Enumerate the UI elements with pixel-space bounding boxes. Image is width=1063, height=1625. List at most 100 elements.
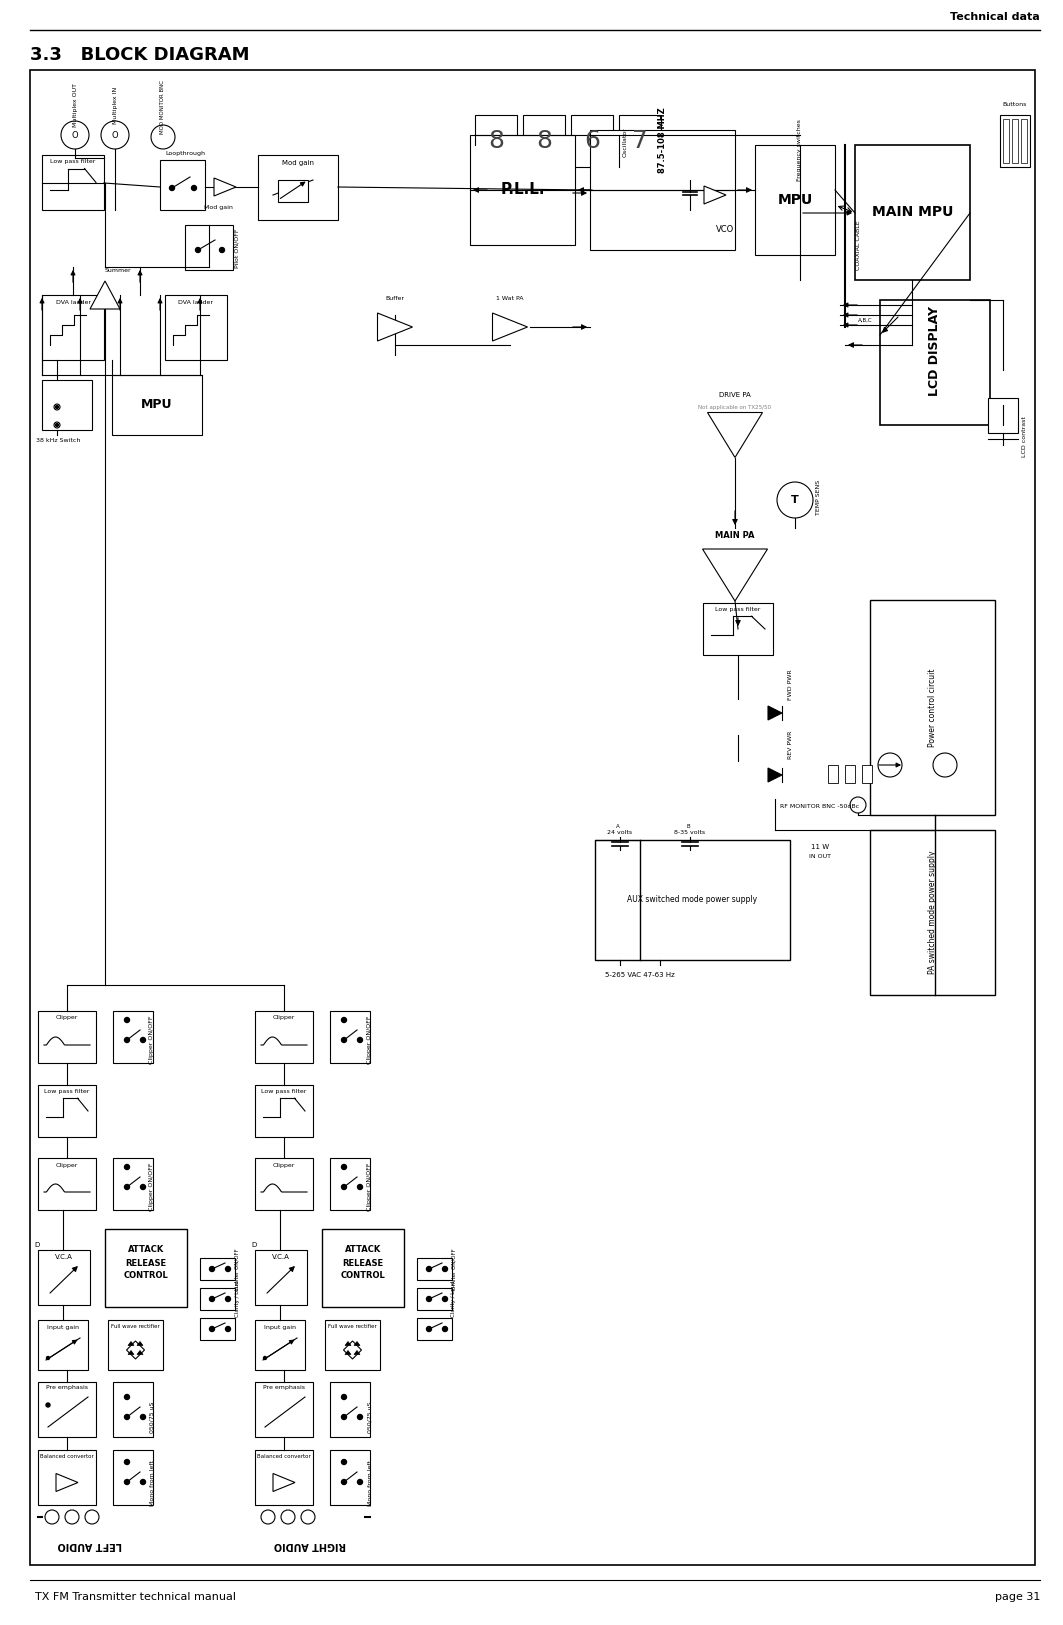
Text: Low pass filter: Low pass filter <box>261 1089 307 1094</box>
Text: IN OUT: IN OUT <box>809 855 831 860</box>
Text: Limiter ON/OFF: Limiter ON/OFF <box>452 1248 456 1290</box>
Text: PA switched mode power supply: PA switched mode power supply <box>928 852 937 975</box>
Bar <box>165 296 227 361</box>
Circle shape <box>281 1510 296 1524</box>
Polygon shape <box>137 1350 144 1355</box>
Circle shape <box>357 1414 362 1420</box>
Text: Low pass filter: Low pass filter <box>45 1089 89 1094</box>
Circle shape <box>426 1297 432 1302</box>
Circle shape <box>442 1266 448 1271</box>
Bar <box>417 1318 452 1341</box>
Polygon shape <box>214 179 236 197</box>
Bar <box>475 115 517 167</box>
Polygon shape <box>126 1341 145 1358</box>
Circle shape <box>140 1185 146 1190</box>
Circle shape <box>124 1394 130 1399</box>
Bar <box>330 1011 370 1063</box>
Text: Power control circuit: Power control circuit <box>928 668 937 748</box>
Circle shape <box>140 1037 146 1043</box>
Polygon shape <box>708 413 762 458</box>
Text: LEFT AUDIO: LEFT AUDIO <box>57 1540 122 1550</box>
Circle shape <box>169 185 174 190</box>
Text: V.C.A: V.C.A <box>272 1254 290 1259</box>
Text: Multiplex IN: Multiplex IN <box>113 86 118 124</box>
Bar <box>113 1011 153 1063</box>
Bar <box>619 115 661 167</box>
Text: Full wave rectifier: Full wave rectifier <box>112 1324 159 1329</box>
Bar <box>417 1258 452 1280</box>
Text: Buffer: Buffer <box>386 296 405 302</box>
Text: Input gain: Input gain <box>264 1324 296 1329</box>
Text: 24 volts: 24 volts <box>607 829 632 835</box>
Circle shape <box>209 1297 215 1302</box>
Bar <box>703 603 773 655</box>
Text: COAXIAL CABLE: COAXIAL CABLE <box>856 219 861 270</box>
Circle shape <box>225 1326 231 1331</box>
Text: Oscillator: Oscillator <box>623 127 627 158</box>
Polygon shape <box>345 1342 351 1346</box>
Bar <box>571 115 613 167</box>
Text: D: D <box>251 1242 256 1248</box>
Circle shape <box>191 185 197 190</box>
Circle shape <box>341 1459 347 1464</box>
Circle shape <box>209 1266 215 1271</box>
Text: 050/75 uS: 050/75 uS <box>368 1401 372 1433</box>
Circle shape <box>878 752 902 777</box>
Text: O: O <box>112 130 118 140</box>
Circle shape <box>357 1479 362 1485</box>
Text: 7: 7 <box>632 128 648 153</box>
Polygon shape <box>137 1342 144 1346</box>
Circle shape <box>140 1479 146 1485</box>
Text: 11 W: 11 W <box>811 843 829 850</box>
Bar <box>322 1228 404 1306</box>
Circle shape <box>151 125 175 150</box>
Text: Clipper: Clipper <box>273 1162 296 1167</box>
Circle shape <box>209 1326 215 1331</box>
Circle shape <box>341 1479 347 1485</box>
Bar <box>880 301 990 426</box>
Text: 1 Wat PA: 1 Wat PA <box>496 296 524 302</box>
Bar <box>470 135 575 245</box>
Bar <box>43 380 92 431</box>
Bar <box>200 1318 235 1341</box>
Bar <box>38 1086 96 1137</box>
Bar <box>200 1258 235 1280</box>
Circle shape <box>442 1297 448 1302</box>
Text: 8: 8 <box>536 128 552 153</box>
Bar <box>105 1228 187 1306</box>
Text: RELEASE: RELEASE <box>125 1258 167 1268</box>
Text: Mod gain: Mod gain <box>282 159 314 166</box>
Text: page 31: page 31 <box>995 1592 1040 1602</box>
Bar <box>1012 119 1018 162</box>
Text: Clipper ON/OFF: Clipper ON/OFF <box>368 1016 372 1064</box>
Text: O: O <box>71 130 79 140</box>
Text: B: B <box>687 824 690 829</box>
Circle shape <box>442 1326 448 1331</box>
Text: TX FM Transmitter technical manual: TX FM Transmitter technical manual <box>35 1592 236 1602</box>
Text: MAIN PA: MAIN PA <box>715 530 755 540</box>
Circle shape <box>850 796 866 812</box>
Circle shape <box>357 1037 362 1043</box>
Circle shape <box>124 1165 130 1170</box>
Circle shape <box>341 1394 347 1399</box>
Polygon shape <box>377 314 412 341</box>
Text: RELEASE: RELEASE <box>342 1258 384 1268</box>
Circle shape <box>341 1165 347 1170</box>
Circle shape <box>124 1479 130 1485</box>
Bar <box>255 1320 305 1370</box>
Text: Not applicable on TX25/50: Not applicable on TX25/50 <box>698 405 772 410</box>
Text: Clarity / Loud: Clarity / Loud <box>235 1280 239 1318</box>
Bar <box>523 115 566 167</box>
Bar <box>200 1289 235 1310</box>
Circle shape <box>54 422 60 427</box>
Bar <box>595 840 790 960</box>
Polygon shape <box>703 549 767 601</box>
Text: T: T <box>791 496 799 505</box>
Circle shape <box>301 1510 315 1524</box>
Circle shape <box>85 1510 99 1524</box>
Polygon shape <box>354 1350 360 1355</box>
Text: ATTACK: ATTACK <box>344 1245 382 1254</box>
Bar <box>845 765 855 783</box>
Polygon shape <box>767 769 782 782</box>
Bar <box>38 1381 96 1436</box>
